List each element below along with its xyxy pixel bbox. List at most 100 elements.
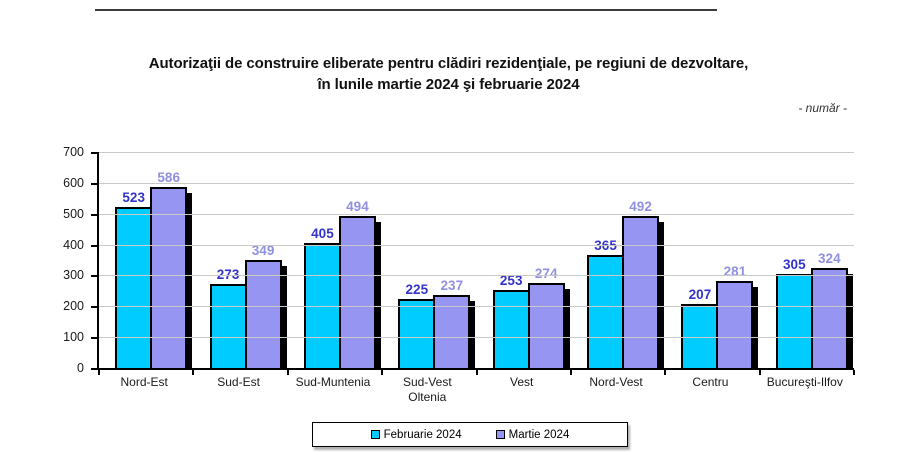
bar-value-label: 324 xyxy=(818,251,841,267)
gridline xyxy=(99,213,854,215)
bar-pair: 523 586 xyxy=(115,152,193,370)
legend-label: Februarie 2024 xyxy=(383,428,462,441)
bar-value-label: 494 xyxy=(346,198,369,214)
bar-shadow xyxy=(659,222,665,370)
x-axis-tick xyxy=(475,370,478,375)
category-label: Sud-Muntenia xyxy=(295,375,371,389)
bar-group: 253 274 xyxy=(477,152,571,370)
bar: 494 xyxy=(338,199,381,370)
x-axis-tick xyxy=(381,370,384,375)
category-label: Centru xyxy=(692,375,729,389)
y-axis-tick xyxy=(91,152,97,154)
bar-pair: 273 349 xyxy=(209,152,287,370)
bar: 274 xyxy=(527,266,570,370)
x-axis-tick xyxy=(569,370,572,375)
x-axis-tick xyxy=(758,370,761,375)
y-axis-tick xyxy=(91,368,97,370)
bar: 253 xyxy=(492,273,530,368)
bar-pair: 405 494 xyxy=(303,152,381,370)
y-tick-label: 300 xyxy=(63,268,84,283)
bar-value-label: 207 xyxy=(688,287,712,303)
category-label: Nord-Vest xyxy=(589,375,643,389)
legend-swatch xyxy=(370,430,380,439)
bar-pair: 207 281 xyxy=(681,152,759,370)
chart-title-line1: Autorizaţii de construire eliberate pent… xyxy=(148,55,749,72)
chart-title-line2: în lunile martie 2024 şi februarie 2024 xyxy=(317,76,580,93)
bar-groups: 523 586 273 349 405 494 225 237 253 274 365 492 207 2… xyxy=(99,152,854,370)
bar-group: 365 492 xyxy=(571,152,665,370)
y-axis-tick xyxy=(91,244,97,247)
y-axis-tick xyxy=(91,182,97,185)
bar-shadow xyxy=(187,193,193,370)
unit-note: - număr - xyxy=(798,101,847,115)
bar-value-label: 274 xyxy=(534,266,558,282)
bar-shadow xyxy=(281,266,287,370)
top-rule xyxy=(95,9,717,11)
y-tick-label: 600 xyxy=(63,175,84,190)
bar-value-label: 237 xyxy=(440,277,464,293)
x-axis-tick xyxy=(98,370,100,375)
bar-value-label: 273 xyxy=(216,266,240,282)
category-label: Nord-Est xyxy=(120,375,168,389)
bar-value-label: 492 xyxy=(629,199,652,215)
legend-entry: Martie 2024 xyxy=(495,428,570,441)
category-label: Bucureşti-Ilfov xyxy=(766,375,843,389)
bar-value-label: 305 xyxy=(783,256,806,272)
gridline xyxy=(99,337,854,339)
bar-group: 305 324 xyxy=(760,152,854,370)
category-label: Vest xyxy=(510,375,534,389)
bar-shadow xyxy=(470,300,476,370)
y-tick-label: 500 xyxy=(63,206,84,221)
bar-value-label: 405 xyxy=(311,226,334,242)
gridline xyxy=(99,275,854,277)
legend-swatch xyxy=(495,430,505,439)
bar-value-label: 253 xyxy=(499,272,523,288)
x-axis-labels: Nord-Est Sud-Est Sud-Muntenia Sud-Vest Olte… xyxy=(97,375,852,405)
y-axis-tick xyxy=(91,275,97,278)
bar: 349 xyxy=(244,243,287,370)
bar-group: 225 237 xyxy=(382,152,476,370)
bar-group: 405 494 xyxy=(288,152,382,370)
bar: 225 xyxy=(398,282,436,368)
bar-value-label: 365 xyxy=(594,238,617,254)
bar-group: 273 349 xyxy=(193,152,287,370)
legend-label: Martie 2024 xyxy=(508,428,570,441)
bar-value-label: 225 xyxy=(405,281,429,297)
bar-value-label: 281 xyxy=(723,264,747,280)
y-axis-labels: 0 100 200 300 400 500 600 700 xyxy=(42,145,92,375)
gridline xyxy=(99,152,854,153)
category-label: Sud-Est xyxy=(217,375,260,389)
y-tick-label: 100 xyxy=(63,330,84,345)
plot-area: 523 586 273 349 405 494 225 237 253 274 365 492 207 2… xyxy=(91,152,855,375)
y-tick-label: 0 xyxy=(77,361,84,375)
y-axis-tick xyxy=(91,306,97,309)
x-axis-tick xyxy=(664,370,667,375)
bar: 324 xyxy=(810,251,853,370)
y-tick-label: 700 xyxy=(63,145,84,159)
bar: 523 xyxy=(115,190,153,368)
bar-pair: 305 324 xyxy=(775,152,853,370)
gridline xyxy=(99,244,854,246)
bar-shadow xyxy=(564,289,570,370)
chart-title: Autorizaţii de construire eliberate pent… xyxy=(0,53,897,95)
y-axis-tick xyxy=(91,337,97,340)
bar: 365 xyxy=(587,238,625,368)
bar-pair: 225 237 xyxy=(398,152,476,370)
bar: 281 xyxy=(716,264,759,370)
y-axis-tick xyxy=(91,213,97,216)
x-axis-tick xyxy=(192,370,195,375)
y-tick-label: 400 xyxy=(63,237,84,252)
bar: 273 xyxy=(209,267,247,368)
bar-value-label: 586 xyxy=(157,170,180,186)
bar: 492 xyxy=(622,199,665,370)
bar-group: 523 586 xyxy=(99,152,193,370)
bar-pair: 253 274 xyxy=(492,152,570,370)
bar-shadow xyxy=(847,274,853,370)
bar: 207 xyxy=(681,287,719,368)
bar-value-label: 349 xyxy=(251,243,275,259)
x-axis-tick xyxy=(286,370,289,375)
gridline xyxy=(99,182,854,184)
legend-entry: Februarie 2024 xyxy=(370,428,462,441)
bar-value-label: 523 xyxy=(122,189,145,205)
